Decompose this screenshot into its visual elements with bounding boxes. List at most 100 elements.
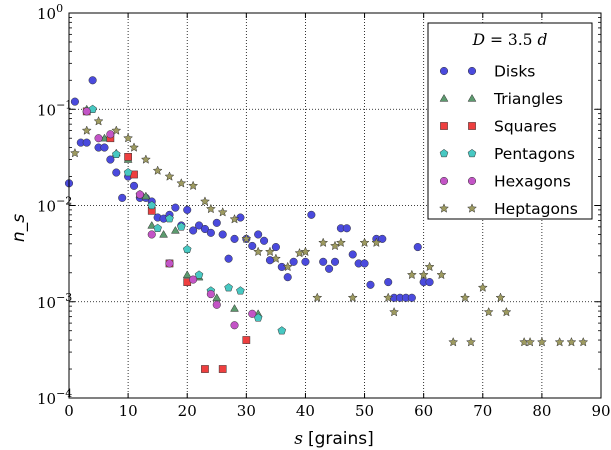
data-point [118, 193, 127, 202]
data-point [218, 365, 227, 373]
data-point [312, 292, 323, 303]
data-point [164, 171, 175, 181]
legend-title: D = 3.5 d [472, 31, 548, 49]
data-point [566, 336, 577, 347]
data-point [248, 241, 257, 250]
data-point [224, 254, 233, 263]
y-tick-base: 10 [37, 294, 56, 312]
data-point [384, 278, 393, 287]
data-point [82, 107, 91, 116]
x-tick-label: 50 [355, 402, 374, 420]
data-point [413, 243, 422, 252]
data-point [100, 143, 109, 152]
y-tick-exponent: −2 [56, 195, 72, 208]
series-hexagons [82, 107, 257, 330]
data-point [171, 203, 180, 212]
x-axis-variable: s [294, 429, 303, 449]
legend-box [427, 22, 593, 220]
data-point [389, 306, 400, 317]
x-tick-label: 30 [237, 402, 256, 420]
data-point [418, 269, 429, 280]
x-tick-labels: 0 10 20 30 40 50 60 70 80 90 [64, 402, 610, 420]
data-point [230, 234, 239, 243]
data-point [218, 230, 227, 239]
data-point [495, 292, 506, 303]
data-point [111, 125, 122, 135]
legend-item-hexagons: Hexagons [439, 173, 571, 191]
data-point [106, 130, 115, 139]
data-point [465, 336, 476, 347]
data-point [330, 257, 340, 266]
data-point [152, 165, 163, 175]
data-point [360, 259, 369, 268]
data-point [123, 132, 134, 143]
data-point [406, 269, 417, 280]
y-axis-label: n_s [9, 214, 29, 242]
data-point [277, 262, 286, 271]
data-point [383, 292, 394, 303]
x-axis-label: s [grains] [294, 429, 374, 449]
data-point [536, 336, 547, 347]
x-tick-label: 60 [414, 402, 433, 420]
data-point [424, 261, 435, 272]
data-point [242, 336, 251, 344]
data-point [300, 246, 311, 257]
legend-label: Heptagons [494, 200, 578, 218]
data-point [205, 203, 216, 214]
data-point [159, 229, 168, 238]
legend-marker [467, 93, 477, 102]
legend-marker [439, 203, 449, 213]
data-point [378, 234, 387, 243]
data-point [217, 207, 228, 217]
axis-ticks [68, 12, 602, 399]
series-disks [64, 76, 434, 302]
data-point [501, 306, 512, 317]
data-point [477, 282, 488, 292]
data-point [212, 218, 221, 227]
x-tick-label: 80 [532, 402, 551, 420]
data-point [230, 321, 239, 330]
data-point [371, 237, 382, 248]
y-tick-exponent: 0 [56, 2, 63, 15]
data-point [270, 253, 281, 263]
x-axis-unit: [grains] [308, 429, 374, 449]
data-point [140, 154, 151, 164]
data-point [129, 181, 139, 190]
series-pentagons [88, 104, 287, 335]
data-point [165, 259, 174, 268]
legend-marker [467, 66, 477, 76]
x-tick-label: 90 [591, 402, 610, 420]
data-point [177, 222, 186, 231]
y-tick-base: 10 [37, 5, 56, 23]
data-point [348, 250, 357, 259]
data-point [436, 269, 447, 280]
legend-marker [440, 122, 448, 130]
data-point [188, 180, 199, 191]
data-point [325, 264, 334, 273]
data-point [347, 292, 358, 303]
y-tick-exponent: −4 [56, 387, 72, 400]
data-point [212, 300, 221, 309]
data-point [82, 138, 91, 147]
data-point [147, 200, 157, 210]
data-point [199, 196, 210, 206]
data-point [170, 225, 180, 234]
y-tick-label: 10−3 [37, 291, 72, 312]
data-point [129, 142, 140, 152]
y-tick-exponent: −1 [56, 98, 72, 111]
data-point [307, 210, 316, 219]
data-point [282, 261, 293, 272]
legend-label: Triangles [493, 90, 563, 108]
legend-item-disks: Disks [439, 63, 535, 81]
data-point [230, 304, 239, 312]
data-point [264, 246, 275, 257]
data-point [330, 240, 340, 251]
legend-label: Disks [494, 63, 535, 81]
data-point [123, 168, 133, 177]
data-point [359, 237, 370, 248]
legend-marker [468, 122, 476, 130]
data-point [271, 243, 280, 252]
x-tick-label: 0 [64, 402, 74, 420]
legend-item-squares: Squares [440, 118, 557, 136]
